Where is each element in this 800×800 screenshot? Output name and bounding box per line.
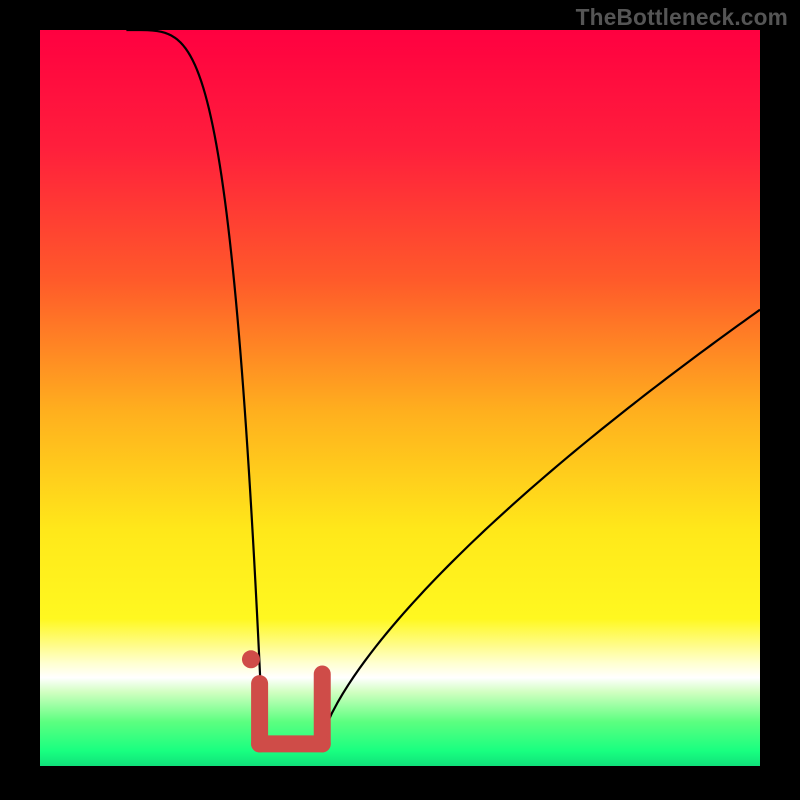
bracket-dot xyxy=(242,650,260,668)
watermark-text: TheBottleneck.com xyxy=(576,4,788,31)
gradient-background xyxy=(40,30,760,766)
chart-svg xyxy=(0,0,800,800)
